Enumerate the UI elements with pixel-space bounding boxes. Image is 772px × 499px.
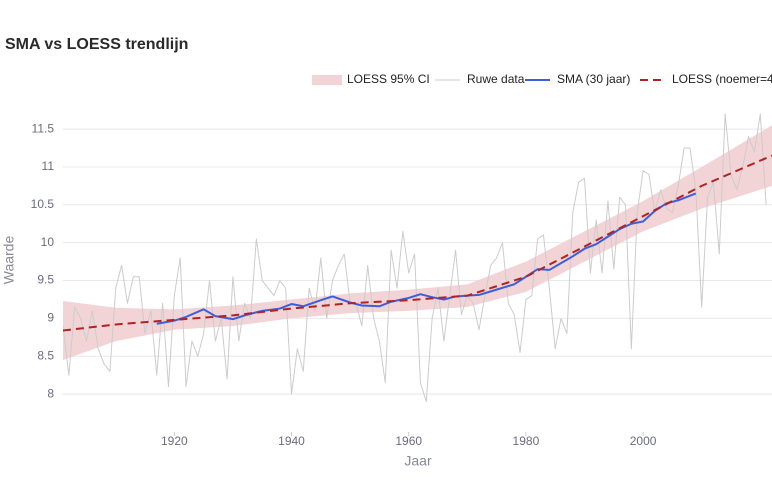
y-tick-label: 9 xyxy=(47,311,54,325)
series-line xyxy=(63,113,767,403)
legend-label: SMA (30 jaar) xyxy=(557,72,630,86)
y-tick-label: 11.5 xyxy=(32,121,55,135)
y-tick-label: 8.5 xyxy=(37,348,54,362)
x-tick-label: 1940 xyxy=(278,434,305,448)
series-line xyxy=(63,154,772,332)
chart-title: SMA vs LOESS trendlijn xyxy=(5,36,188,53)
y-tick-label: 10.5 xyxy=(31,197,55,211)
x-tick-label: 2000 xyxy=(630,434,657,448)
y-tick-label: 9.5 xyxy=(37,273,54,287)
y-tick-label: 10 xyxy=(41,235,55,249)
y-axis-title: Waarde xyxy=(1,236,17,285)
legend-swatch xyxy=(312,75,342,85)
y-tick-label: 11 xyxy=(42,159,55,173)
x-tick-label: 1920 xyxy=(161,434,188,448)
ci-band xyxy=(63,125,772,361)
legend-label: Ruwe data xyxy=(467,72,525,86)
y-tick-label: 8 xyxy=(47,386,54,400)
series-line xyxy=(156,192,697,325)
x-axis-title: Jaar xyxy=(404,453,432,469)
x-tick-label: 1960 xyxy=(395,434,422,448)
x-tick-label: 1980 xyxy=(513,434,540,448)
legend-label: LOESS (noemer=42 xyxy=(672,72,772,86)
legend-label: LOESS 95% CI xyxy=(347,72,430,86)
